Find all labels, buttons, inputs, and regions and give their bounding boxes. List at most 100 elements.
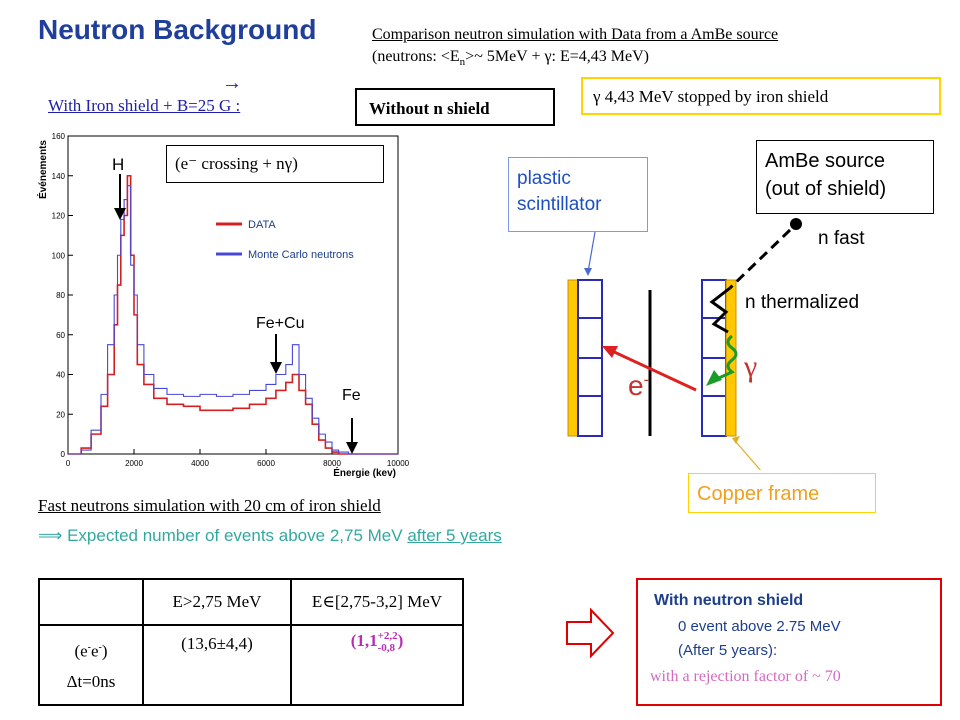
detector-diagram — [567, 218, 802, 470]
neutron-shield-line2: (After 5 years): — [678, 642, 778, 659]
y-tick-label: 140 — [52, 172, 66, 181]
plastic-pointer-head — [584, 268, 592, 276]
scintillator-left-3 — [577, 357, 603, 397]
chart-axes: 0 2000 4000 6000 8000 10000 0 20 40 60 80 100 120 140… — [36, 132, 410, 478]
arrowhead-fe — [346, 442, 358, 454]
electron-arrowhead — [602, 346, 618, 358]
table-header-col2: E∈[2,75-3,2] MeV — [290, 578, 464, 626]
y-tick-label: 80 — [56, 291, 65, 300]
row-label-1d: - — [98, 642, 102, 654]
y-tick-label: 0 — [61, 450, 66, 459]
gamma-wave — [709, 334, 738, 384]
x-tick-label: 10000 — [387, 459, 410, 468]
gamma-arrowhead — [706, 370, 722, 386]
table-value-1: (13,6±4,4) — [142, 624, 292, 706]
chart-series — [68, 174, 398, 455]
arrowhead-fecu — [270, 362, 282, 374]
series-line-monte-carlo — [68, 185, 398, 455]
row-label-1: (e-e-) — [41, 633, 141, 667]
value-2-errors: +2,2 -0,8 — [378, 630, 398, 654]
comparison-line-2: (neutrons: <En>~ 5MeV + γ: E=4,43 MeV) — [372, 48, 649, 68]
expected-prefix: ⟹ Expected number of events above 2,75 M… — [38, 526, 408, 545]
comparison-line-2-sub: n — [459, 56, 466, 69]
electron-sup: - — [643, 371, 649, 389]
copper-frame-box: Copper frame — [688, 473, 876, 513]
row-label-1b: - — [87, 642, 91, 654]
y-tick-label: 60 — [56, 331, 65, 340]
neutron-shield-line1: 0 event above 2.75 MeV — [678, 618, 841, 635]
x-tick-label: 4000 — [191, 459, 209, 468]
ambe-label-2: (out of shield) — [765, 178, 887, 200]
legend-label-mc: Monte Carlo neutrons — [248, 249, 354, 261]
scintillator-right-4 — [701, 395, 727, 437]
row-label-1e: ) — [101, 641, 108, 661]
copper-pointer — [735, 441, 762, 470]
vector-arrow-icon: → — [222, 72, 242, 94]
y-tick-label: 20 — [56, 410, 65, 419]
y-axis-label: Événements — [36, 140, 49, 199]
n-thermalized-path — [709, 286, 731, 334]
value-2-main: (1,1 — [350, 630, 378, 650]
comparison-line-1: Comparison neutron simulation with Data … — [372, 26, 779, 43]
energy-spectrum-chart: 0 2000 4000 6000 8000 10000 0 20 40 60 80 100 120 140… — [36, 132, 410, 478]
scintillator-left-2 — [577, 317, 603, 359]
x-tick-label: 6000 — [257, 459, 275, 468]
annotation-fecu: Fe+Cu — [256, 315, 304, 332]
iron-shield-label: With Iron shield + B=25 G : — [48, 96, 241, 115]
annotation-h: H — [112, 155, 124, 174]
n-fast-label: n fast — [818, 228, 865, 249]
n-fast-path — [728, 228, 792, 290]
neutron-shield-line3: with a rejection factor of ~ 70 — [650, 668, 841, 685]
row-label-2: Δt=0ns — [66, 671, 116, 691]
right-arrow-icon — [566, 608, 615, 658]
table-row: (e-e-) Δt=0ns (13,6±4,4) (1,1 +2,2 -0,8) — [38, 624, 464, 706]
table-value-2: (1,1 +2,2 -0,8) — [290, 624, 464, 706]
plastic-pointer — [587, 231, 596, 273]
x-axis-label: Énergie (kev) — [333, 466, 396, 478]
electron-path — [609, 348, 697, 392]
without-n-shield-box: Without n shield — [355, 88, 555, 126]
annotation-fe: Fe — [342, 387, 361, 404]
legend-label-data: DATA — [248, 219, 276, 231]
table-header-row: E>2,75 MeV E∈[2,75-3,2] MeV — [38, 578, 464, 626]
scintillator-left-1 — [577, 279, 603, 319]
value-2-close: ) — [397, 630, 404, 650]
crossing-label-box: (e⁻ crossing + nγ) — [166, 145, 384, 183]
series-line-data — [68, 174, 398, 455]
ambe-source-dot — [790, 218, 802, 230]
x-tick-label: 2000 — [125, 459, 143, 468]
expected-underlined: after 5 years — [407, 526, 502, 545]
scintillator-left-4 — [577, 395, 603, 437]
neutron-shield-box: With neutron shield 0 event above 2.75 M… — [636, 578, 942, 706]
chart-annotations: H Fe+Cu Fe — [112, 155, 361, 454]
value-2-sub: -0,8 — [377, 642, 396, 654]
chart-legend: DATA Monte Carlo neutrons — [216, 219, 354, 261]
expected-events: ⟹ Expected number of events above 2,75 M… — [38, 526, 502, 546]
fast-neutron-simulation: Fast neutrons simulation with 20 cm of i… — [38, 496, 381, 515]
slide-title: Neutron Background — [38, 14, 317, 45]
results-table: E>2,75 MeV E∈[2,75-3,2] MeV (e-e-) Δt=0n… — [38, 578, 464, 706]
neutron-shield-title: With neutron shield — [654, 592, 804, 609]
comparison-line-2-b: >~ 5MeV + γ: E=4,43 MeV) — [465, 48, 649, 65]
table-corner — [38, 578, 144, 626]
ambe-source-box: AmBe source (out of shield) — [756, 140, 934, 214]
ambe-label-1: AmBe source — [765, 150, 886, 172]
y-tick-label: 120 — [52, 212, 66, 221]
arrowhead-h — [114, 208, 126, 220]
plastic-label-1: plastic — [517, 168, 571, 189]
copper-frame-left — [567, 279, 579, 437]
table-header-col1: E>2,75 MeV — [142, 578, 292, 626]
comparison-line-2-a: (neutrons: <E — [372, 48, 460, 65]
row-label-1a: (e — [74, 641, 88, 661]
n-thermalized-label: n thermalized — [745, 292, 860, 313]
y-tick-label: 100 — [52, 251, 66, 260]
x-tick-label: 8000 — [323, 459, 341, 468]
value-2-sup: +2,2 — [377, 630, 398, 642]
electron-letter: e — [628, 370, 644, 401]
plastic-scintillator-box: plastic scintillator — [508, 157, 648, 232]
electron-symbol: e- — [628, 370, 649, 402]
plastic-label-2: scintillator — [517, 194, 602, 215]
gamma-stopped-box: γ 4,43 MeV stopped by iron shield — [581, 77, 941, 115]
gamma-symbol: γ — [744, 350, 758, 383]
y-tick-label: 40 — [56, 371, 65, 380]
